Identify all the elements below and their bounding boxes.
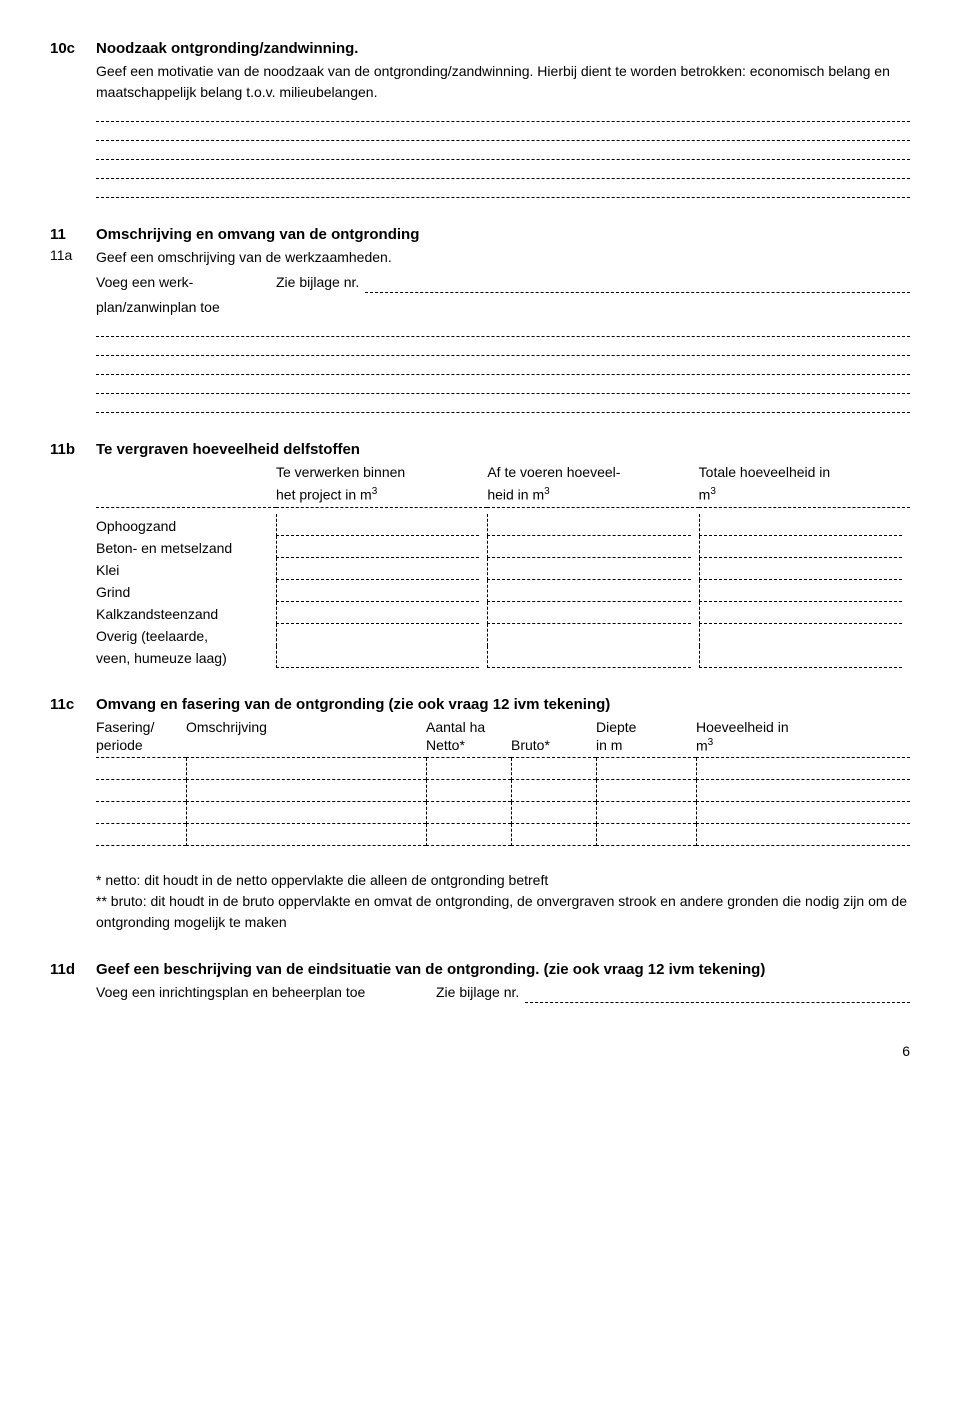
- cell[interactable]: [276, 646, 479, 668]
- question-number: 11a: [50, 247, 96, 263]
- col-bruto: Bruto*: [511, 737, 596, 759]
- question-number: 11c: [50, 696, 96, 713]
- table-row: Beton- en metselzand: [96, 536, 910, 558]
- col-header-3-l1: Totale hoeveelheid in: [699, 464, 910, 480]
- bijlage-label: Zie bijlage nr.: [276, 272, 359, 293]
- attach-label: Voeg een inrichtingsplan en beheerplan t…: [96, 982, 436, 1003]
- cell[interactable]: [276, 580, 479, 602]
- section-11: 11 Omschrijving en omvang van de ontgron…: [50, 226, 910, 413]
- question-number: 11: [50, 226, 96, 243]
- table-row[interactable]: [96, 802, 910, 824]
- bijlage-blank[interactable]: [365, 277, 910, 293]
- col-fasering-l2: periode: [96, 737, 186, 759]
- cell[interactable]: [699, 624, 902, 646]
- cell[interactable]: [276, 602, 479, 624]
- cell[interactable]: [487, 558, 690, 580]
- col-diepte-l1: Diepte: [596, 719, 696, 735]
- footnote-netto: * netto: dit houdt in de netto oppervlak…: [96, 870, 910, 891]
- cell[interactable]: [699, 646, 902, 668]
- table-row: Overig (teelaarde,: [96, 624, 910, 646]
- col-header-1-l2: het project in m: [276, 487, 372, 503]
- cell[interactable]: [699, 602, 902, 624]
- question-number: 11b: [50, 441, 96, 458]
- phasing-table: Fasering/ Omschrijving Aantal ha Diepte …: [96, 719, 910, 847]
- section-11d: 11d Geef een beschrijving van de eindsit…: [50, 961, 910, 1003]
- question-body: Geef een omschrijving van de werkzaamhed…: [96, 247, 392, 268]
- bijlage-label: Zie bijlage nr.: [436, 982, 519, 1003]
- question-heading: Te vergraven hoeveelheid delfstoffen: [96, 441, 360, 458]
- answer-lines[interactable]: [96, 121, 910, 198]
- answer-lines[interactable]: [96, 336, 910, 413]
- section-11c: 11c Omvang en fasering van de ontgrondin…: [50, 696, 910, 934]
- cell[interactable]: [487, 580, 690, 602]
- table-row[interactable]: [96, 824, 910, 846]
- section-11b: 11b Te vergraven hoeveelheid delfstoffen…: [50, 441, 910, 668]
- col-hoeveel-l1: Hoeveelheid in: [696, 719, 910, 735]
- materials-table: Te verwerken binnen Af te voeren hoeveel…: [96, 464, 910, 668]
- table-row[interactable]: [96, 780, 910, 802]
- table-row[interactable]: [96, 758, 910, 780]
- row-label: veen, humeuze laag): [96, 650, 276, 668]
- page-number: 6: [50, 1043, 910, 1059]
- row-label: Klei: [96, 562, 276, 580]
- cell[interactable]: [699, 514, 902, 536]
- table-row: Kalkzandsteenzand: [96, 602, 910, 624]
- col-fasering-l1: Fasering/: [96, 719, 186, 735]
- col-omschrijving: Omschrijving: [186, 719, 426, 735]
- bijlage-blank[interactable]: [525, 987, 910, 1003]
- attach-label-line1: Voeg een werk-: [96, 272, 276, 293]
- col-header-1-l1: Te verwerken binnen: [276, 464, 487, 480]
- table-row: Ophoogzand: [96, 514, 910, 536]
- row-label: Grind: [96, 584, 276, 602]
- question-number: 10c: [50, 40, 96, 57]
- table-row: veen, humeuze laag): [96, 646, 910, 668]
- col-header-2-l1: Af te voeren hoeveel-: [487, 464, 698, 480]
- question-heading: Omvang en fasering van de ontgronding (z…: [96, 696, 610, 713]
- col-diepte-l2: in m: [596, 737, 696, 759]
- cell[interactable]: [487, 536, 690, 558]
- question-body: Geef een motivatie van de noodzaak van d…: [96, 61, 910, 103]
- cell[interactable]: [276, 624, 479, 646]
- cell[interactable]: [276, 536, 479, 558]
- table-row: Grind: [96, 580, 910, 602]
- question-number: 11d: [50, 961, 96, 978]
- col-netto: Netto*: [426, 737, 511, 759]
- cell[interactable]: [276, 558, 479, 580]
- question-heading: Noodzaak ontgronding/zandwinning.: [96, 40, 358, 57]
- col-header-3-l2: m: [699, 487, 711, 503]
- cell[interactable]: [487, 602, 690, 624]
- cell[interactable]: [487, 646, 690, 668]
- row-label: Kalkzandsteenzand: [96, 606, 276, 624]
- question-heading: Geef een beschrijving van de eindsituati…: [96, 961, 910, 978]
- table-row: Klei: [96, 558, 910, 580]
- cell[interactable]: [699, 536, 902, 558]
- cell[interactable]: [699, 558, 902, 580]
- col-aantal: Aantal ha: [426, 719, 511, 735]
- attach-label-line2: plan/zanwinplan toe: [96, 297, 276, 318]
- footnote-bruto: ** bruto: dit houdt in de bruto oppervla…: [96, 891, 910, 933]
- row-label: Overig (teelaarde,: [96, 628, 276, 646]
- footnotes: * netto: dit houdt in de netto oppervlak…: [96, 870, 910, 933]
- cell[interactable]: [699, 580, 902, 602]
- question-heading: Omschrijving en omvang van de ontgrondin…: [96, 226, 419, 243]
- col-hoeveel-l2: m: [696, 737, 708, 753]
- row-label: Ophoogzand: [96, 518, 276, 536]
- cell[interactable]: [487, 624, 690, 646]
- row-label: Beton- en metselzand: [96, 540, 276, 558]
- col-header-2-l2: heid in m: [487, 487, 544, 503]
- section-10c: 10c Noodzaak ontgronding/zandwinning. Ge…: [50, 40, 910, 198]
- cell[interactable]: [487, 514, 690, 536]
- cell[interactable]: [276, 514, 479, 536]
